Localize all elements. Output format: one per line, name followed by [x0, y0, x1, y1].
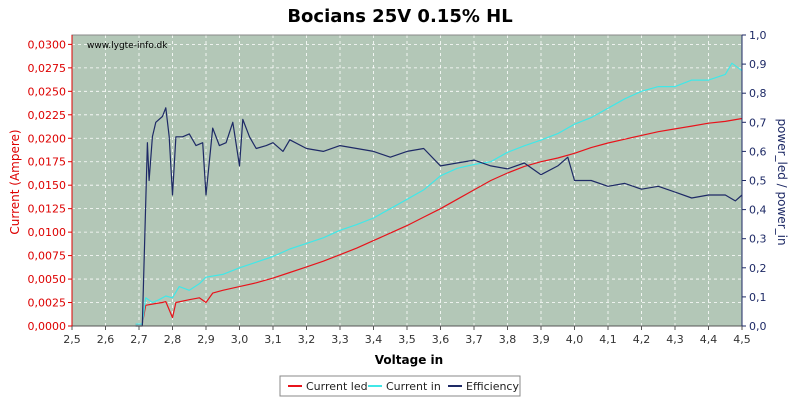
- y-right-tick-label: 0,1: [749, 291, 767, 304]
- x-tick-label: 2,9: [197, 333, 215, 346]
- y-axis-right: 0,0 0,1 0,2 0,3 0,4 0,5 0,6 0,7 0,8 0,9 1,0: [741, 29, 767, 333]
- x-tick-label: 3,9: [532, 333, 550, 346]
- y-left-tick-label: 0,0050: [28, 273, 67, 286]
- legend-label-efficiency: Efficiency: [466, 380, 519, 393]
- y-right-tick-label: 0,0: [749, 320, 767, 333]
- y-left-tick-label: 0,0075: [28, 250, 67, 263]
- y-axis-right-title: power_led / power_in: [775, 118, 789, 245]
- x-tick-label: 2,7: [130, 333, 148, 346]
- y-right-tick-label: 0,4: [749, 204, 767, 217]
- x-tick-label: 3,2: [298, 333, 316, 346]
- y-left-tick-label: 0,0150: [28, 179, 67, 192]
- x-tick-label: 2,8: [164, 333, 182, 346]
- chart-title: Bocians 25V 0.15% HL: [287, 6, 512, 27]
- x-axis-title: Voltage in: [375, 353, 443, 367]
- x-axis: 2,5 2,6 2,7 2,8 2,9 3,0 3,1 3,2 3,3 3,4 3,5 3,6 3,7 3…: [63, 325, 751, 346]
- x-tick-label: 4,5: [733, 333, 751, 346]
- y-left-tick-label: 0,0000: [28, 320, 67, 333]
- y-axis-left: 0,0000 0,0025 0,0050 0,0075 0,0100 0,0125 0,01…: [28, 35, 73, 333]
- x-tick-label: 2,5: [63, 333, 81, 346]
- series-layer: [135, 62, 743, 327]
- series-line-efficiency: [135, 107, 743, 327]
- watermark: www.lygte-info.dk: [87, 41, 168, 51]
- y-right-tick-label: 0,6: [749, 145, 767, 158]
- legend-label-current-led: Current led: [306, 380, 368, 393]
- y-left-tick-label: 0,0200: [28, 132, 67, 145]
- series-line-current-led: [135, 117, 743, 325]
- x-tick-label: 3,5: [398, 333, 416, 346]
- x-tick-label: 4,4: [700, 333, 718, 346]
- y-left-tick-label: 0,0025: [28, 297, 67, 310]
- legend-label-current-in: Current in: [386, 380, 441, 393]
- y-right-tick-label: 0,7: [749, 116, 767, 129]
- y-axis-left-title: Current (Ampere): [8, 129, 22, 234]
- x-tick-label: 3,0: [231, 333, 249, 346]
- y-right-tick-label: 0,9: [749, 58, 767, 71]
- y-left-tick-label: 0,0250: [28, 85, 67, 98]
- y-right-tick-label: 0,8: [749, 87, 767, 100]
- y-left-tick-label: 0,0100: [28, 226, 67, 239]
- y-left-tick-label: 0,0275: [28, 62, 67, 75]
- y-right-tick-label: 0,5: [749, 175, 767, 188]
- x-tick-label: 4,0: [566, 333, 584, 346]
- y-left-tick-label: 0,0225: [28, 109, 67, 122]
- x-tick-label: 4,1: [599, 333, 617, 346]
- x-tick-label: 4,2: [633, 333, 651, 346]
- x-tick-label: 3,3: [331, 333, 349, 346]
- y-left-tick-label: 0,0175: [28, 156, 67, 169]
- x-tick-label: 3,4: [365, 333, 383, 346]
- x-tick-label: 2,6: [97, 333, 115, 346]
- y-left-tick-label: 0,0125: [28, 203, 67, 216]
- y-right-tick-label: 1,0: [749, 29, 767, 42]
- x-tick-label: 3,6: [432, 333, 450, 346]
- gridlines: [72, 35, 742, 326]
- x-tick-label: 3,1: [264, 333, 282, 346]
- y-right-tick-label: 0,3: [749, 233, 767, 246]
- y-left-tick-label: 0,0300: [28, 38, 67, 51]
- x-tick-label: 4,3: [666, 333, 684, 346]
- legend: Current led Current in Efficiency: [279, 375, 521, 397]
- series-line-current-in: [135, 62, 743, 325]
- x-tick-label: 3,8: [499, 333, 517, 346]
- legend-box: [279, 375, 521, 397]
- x-tick-label: 3,7: [465, 333, 483, 346]
- y-right-tick-label: 0,2: [749, 262, 767, 275]
